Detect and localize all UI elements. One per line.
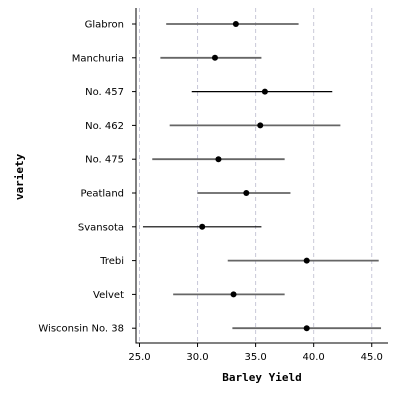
x-tick-label: 25.0: [128, 352, 150, 363]
y-tick-label: No. 457: [85, 87, 124, 98]
data-point: [215, 156, 222, 163]
y-tick-label: No. 462: [85, 121, 124, 132]
bars-layer: [142, 21, 382, 332]
y-tick-label: Manchuria: [72, 53, 124, 64]
y-tick-label: Svansota: [78, 222, 124, 233]
data-point: [257, 122, 264, 129]
y-axis-title: variety: [13, 153, 26, 200]
data-point: [199, 223, 206, 230]
y-axis: Glabron Manchuria No. 457 No. 462 No. 475 Pea…: [38, 8, 137, 344]
x-tick-label: 30.0: [186, 352, 208, 363]
data-point: [211, 54, 218, 61]
data-point: [261, 88, 268, 95]
data-point: [303, 257, 310, 264]
y-tick-label: Peatland: [81, 189, 124, 200]
data-point: [243, 190, 250, 196]
x-axis-title: Barley Yield: [222, 371, 301, 384]
y-tick-label: Velvet: [93, 290, 124, 301]
x-tick-label: 35.0: [244, 352, 266, 363]
x-tick-label: 45.0: [361, 352, 383, 363]
data-point: [232, 21, 239, 27]
y-tick-label: Glabron: [85, 20, 124, 31]
x-axis: 25.0 30.0 35.0 40.0 45.0: [128, 342, 388, 363]
data-point: [230, 291, 237, 298]
y-tick-label: Wisconsin No. 38: [38, 324, 124, 335]
x-tick-label: 40.0: [303, 352, 325, 363]
y-tick-label: No. 475: [85, 155, 124, 166]
data-point: [303, 325, 310, 332]
y-tick-label: Trebi: [99, 256, 124, 267]
